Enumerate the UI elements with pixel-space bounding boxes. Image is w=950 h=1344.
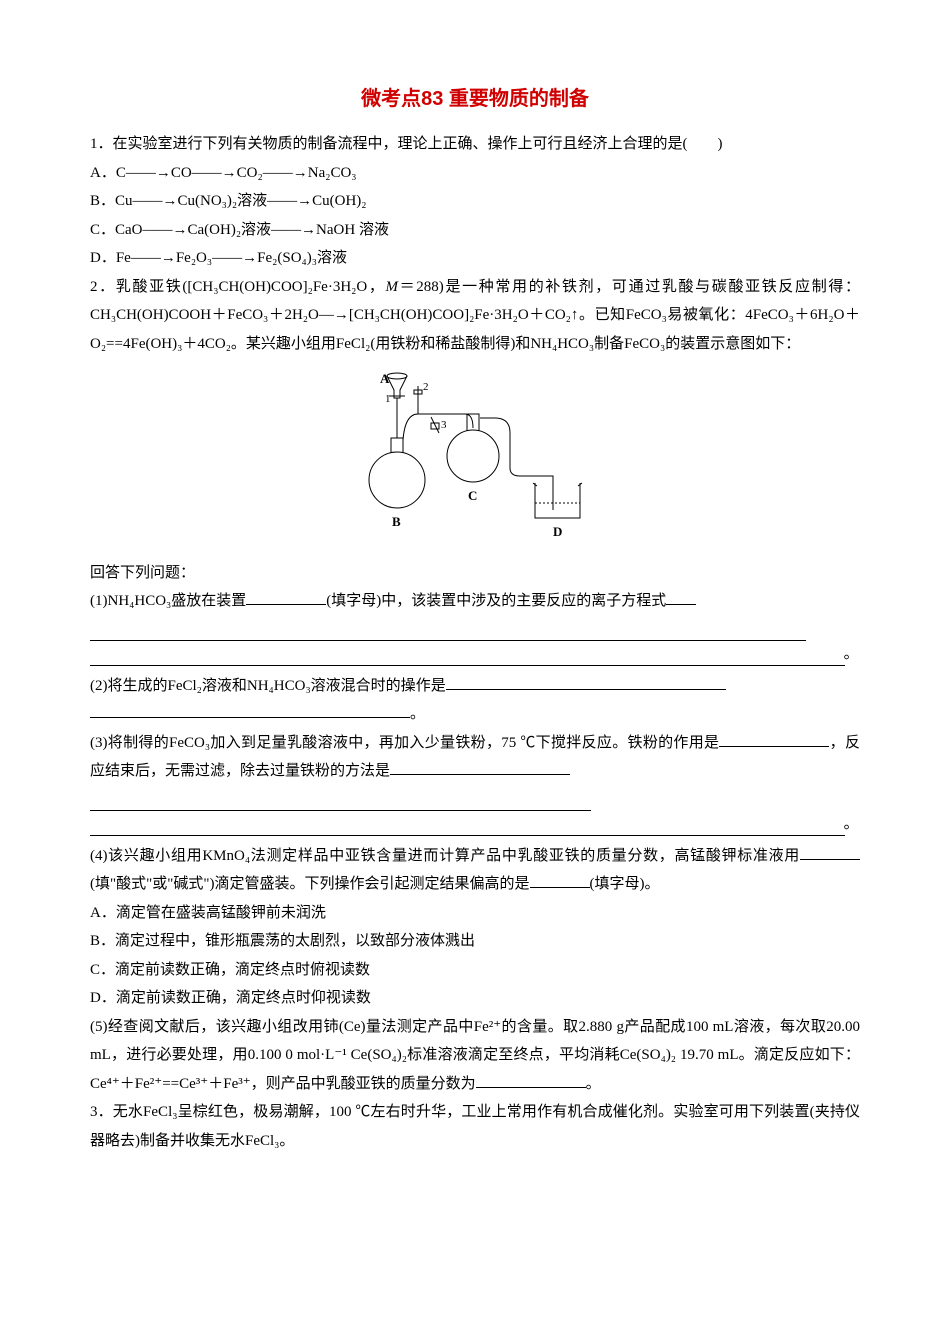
q2-p2a: (2)将生成的FeCl₂溶液和NH₄HCO₃溶液混合时的操作是 <box>90 678 446 694</box>
label-c: C <box>468 488 477 503</box>
q2-p1b: (填字母)中，该装置中涉及的主要反应的离子方程式 <box>326 593 666 609</box>
label-tap1: 1 <box>385 393 391 405</box>
q2-p1: (1)NH₄HCO₃盛放在装置 (填字母)中，该装置中涉及的主要反应的离子方程式 <box>90 587 860 616</box>
q2-p5b: 。 <box>586 1076 601 1092</box>
q2-p4c: (填字母)。 <box>590 876 660 892</box>
q2-p1a: (1)NH₄HCO₃盛放在装置 <box>90 593 246 609</box>
q2-p4-option-b: B．滴定过程中，锥形瓶震荡的太剧烈，以致部分液体溅出 <box>90 927 860 956</box>
blank-line-p1b <box>90 647 845 666</box>
q2-p3: (3)将制得的FeCO₃加入到足量乳酸溶液中，再加入少量铁粉，75 ℃下搅拌反应… <box>90 729 860 786</box>
q2-p4a: (4)该兴趣小组用KMnO₄法测定样品中亚铁含量进而计算产品中乳酸亚铁的质量分数… <box>90 848 800 864</box>
label-b: B <box>392 514 401 529</box>
blank-line-p2 <box>90 702 410 718</box>
q1-option-c: C．CaO――→Ca(OH)₂溶液――→NaOH 溶液 <box>90 216 860 245</box>
label-d: D <box>553 524 562 538</box>
blank-p1-device <box>246 589 326 605</box>
apparatus-svg: A 1 2 3 B C <box>345 368 605 538</box>
beaker-d: D <box>533 483 582 538</box>
q2-p5: (5)经查阅文献后，该兴趣小组改用铈(Ce)量法测定产品中Fe²⁺的含量。取2.… <box>90 1013 860 1099</box>
q2-p3a: (3)将制得的FeCO₃加入到足量乳酸溶液中，再加入少量铁粉，75 ℃下搅拌反应… <box>90 735 719 751</box>
page-title: 微考点83 重要物质的制备 <box>90 80 860 118</box>
flask-b: B <box>369 438 425 529</box>
blank-line-p3b <box>90 817 845 836</box>
blank-p2 <box>446 674 726 690</box>
blank-p1-tail <box>666 589 696 605</box>
stopcock-3: 3 <box>431 417 447 433</box>
apparatus-diagram: A 1 2 3 B C <box>90 368 860 549</box>
q2-stem: 2．乳酸亚铁([CH₃CH(OH)COO]₂Fe·3H₂O，M＝288)是一种常… <box>90 273 860 359</box>
q2-p2: (2)将生成的FeCl₂溶液和NH₄HCO₃溶液混合时的操作是 <box>90 672 860 701</box>
q2-p4-option-d: D．滴定前读数正确，滴定终点时仰视读数 <box>90 984 860 1013</box>
q1-stem: 1．在实验室进行下列有关物质的制备流程中，理论上正确、操作上可行且经济上合理的是… <box>90 130 860 159</box>
q2-p4-option-c: C．滴定前读数正确，滴定终点时俯视读数 <box>90 956 860 985</box>
q2-p4b: (填"酸式"或"碱式")滴定管盛装。下列操作会引起测定结果偏高的是 <box>90 876 530 892</box>
funnel-a: A 1 <box>380 371 407 438</box>
q2-stem-m: M <box>386 279 399 295</box>
label-a: A <box>380 371 390 386</box>
q1-option-a: A．C――→CO――→CO₂――→Na₂CO₃ <box>90 159 860 188</box>
blank-line-p1a <box>90 622 806 641</box>
q2-stem-a: 2．乳酸亚铁([CH₃CH(OH)COO]₂Fe·3H₂O， <box>90 279 386 295</box>
label-tap2: 2 <box>423 381 429 393</box>
q1-option-d: D．Fe――→Fe₂O₃――→Fe₂(SO₄)₃溶液 <box>90 244 860 273</box>
blank-p4a <box>800 844 860 860</box>
blank-p4b <box>530 872 590 888</box>
blank-p3a <box>719 731 829 747</box>
q1-option-b: B．Cu――→Cu(NO₃)₂溶液――→Cu(OH)₂ <box>90 187 860 216</box>
stopcock-2: 2 <box>414 381 429 414</box>
label-tap3: 3 <box>441 419 447 431</box>
q3-stem: 3．无水FeCl₃呈棕红色，极易潮解，100 ℃左右时升华，工业上常用作有机合成… <box>90 1098 860 1155</box>
q2-p4: (4)该兴趣小组用KMnO₄法测定样品中亚铁含量进而计算产品中乳酸亚铁的质量分数… <box>90 842 860 899</box>
q2-p4-option-a: A．滴定管在盛装高锰酸钾前未润洗 <box>90 899 860 928</box>
blank-p5 <box>476 1072 586 1088</box>
blank-p3b <box>390 759 570 775</box>
blank-line-p3a <box>90 792 591 811</box>
q2-answer-label: 回答下列问题： <box>90 559 860 588</box>
